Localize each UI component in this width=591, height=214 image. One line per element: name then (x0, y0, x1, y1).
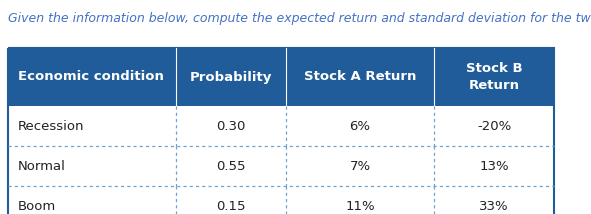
Text: 0.55: 0.55 (216, 159, 246, 172)
Text: Economic condition: Economic condition (18, 70, 164, 83)
Bar (8, 146, 554, 186)
Text: 0.15: 0.15 (216, 199, 246, 213)
Bar (8, 48, 554, 214)
Text: Stock B
Return: Stock B Return (466, 62, 522, 92)
Text: Stock A Return: Stock A Return (304, 70, 416, 83)
Text: Recession: Recession (18, 119, 85, 132)
Bar (8, 186, 554, 214)
Text: Given the information below, compute the expected return and standard deviation : Given the information below, compute the… (8, 12, 591, 24)
Text: 11%: 11% (345, 199, 375, 213)
Text: 33%: 33% (479, 199, 509, 213)
Text: -20%: -20% (477, 119, 511, 132)
Text: 7%: 7% (349, 159, 371, 172)
Text: 0.30: 0.30 (216, 119, 246, 132)
Text: 13%: 13% (479, 159, 509, 172)
Text: Probability: Probability (190, 70, 272, 83)
Bar (8, 48, 554, 106)
Text: Normal: Normal (18, 159, 66, 172)
Text: 6%: 6% (349, 119, 371, 132)
Text: Boom: Boom (18, 199, 56, 213)
Bar (8, 106, 554, 146)
